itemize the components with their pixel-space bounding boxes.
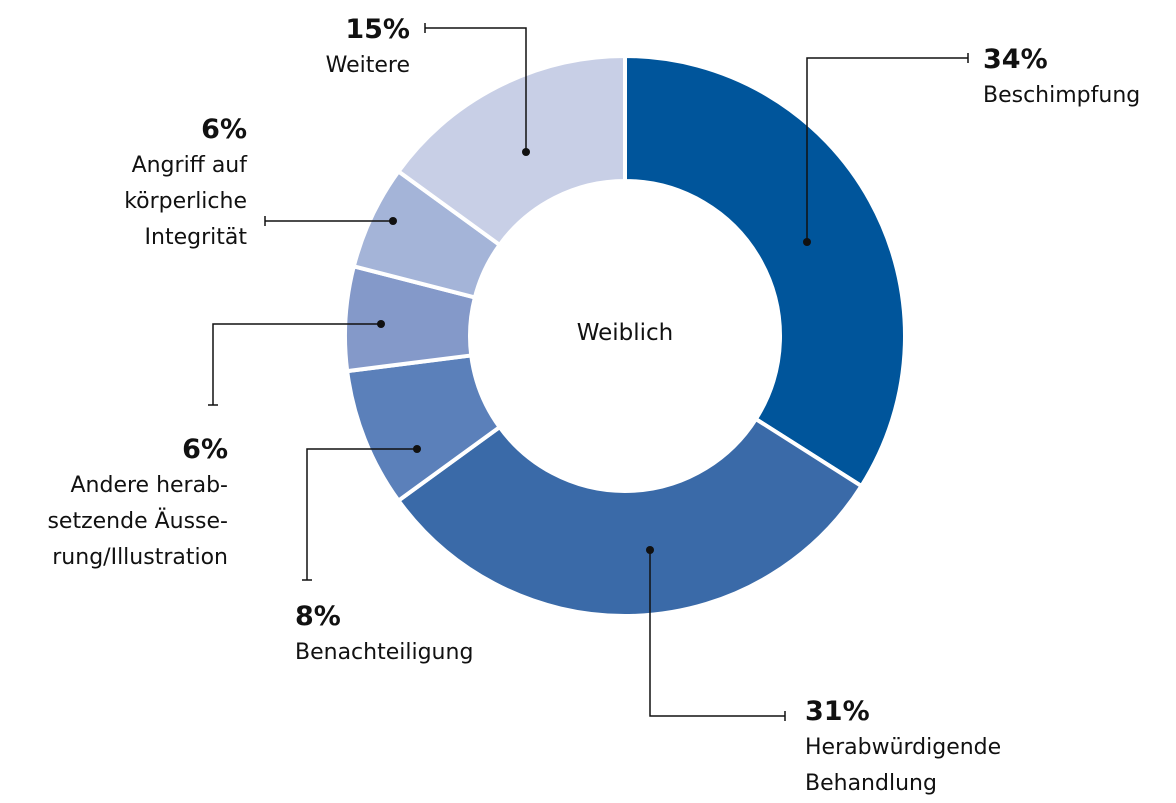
value-label: 6% (182, 434, 228, 465)
donut-segment (623, 53, 907, 489)
category-label: Andere herab- setzende Äusse- rung/Illus… (47, 473, 228, 570)
leader-line (212, 323, 381, 405)
leader-dot (646, 546, 654, 554)
category-label: Angriff auf körperliche Integrität (124, 153, 247, 250)
donut-segment (395, 53, 627, 248)
category-label: Beschimpfung (983, 83, 1141, 108)
label: 31% Herabwürdigende Behandlung (805, 694, 1001, 802)
label: 8% Benachteiligung (295, 599, 473, 671)
leader-line (306, 448, 417, 580)
category-label: Weitere (325, 53, 410, 78)
leader-dot (522, 148, 530, 156)
category-label: Herabwürdigende Behandlung (805, 735, 1002, 796)
leader-dot (377, 320, 385, 328)
center-label: Weiblich (576, 320, 674, 346)
leader-line (649, 550, 785, 717)
category-label: Benachteiligung (295, 640, 474, 665)
value-label: 34% (983, 44, 1048, 75)
label: 34% Beschimpfung (983, 42, 1140, 114)
label: 15% Weitere (326, 12, 410, 84)
value-label: 6% (201, 114, 247, 145)
leader-dot (413, 445, 421, 453)
value-label: 15% (345, 14, 410, 45)
value-label: 31% (805, 696, 870, 727)
leader-line (806, 57, 968, 242)
value-label: 8% (295, 601, 341, 632)
label: 6% Angriff auf körperliche Integrität (124, 112, 247, 256)
leader-dot (803, 238, 811, 246)
leader-line (425, 27, 527, 152)
label: 6% Andere herab- setzende Äusse- rung/Ill… (47, 432, 228, 576)
donut-segment (395, 416, 865, 618)
leader-dot (389, 217, 397, 225)
